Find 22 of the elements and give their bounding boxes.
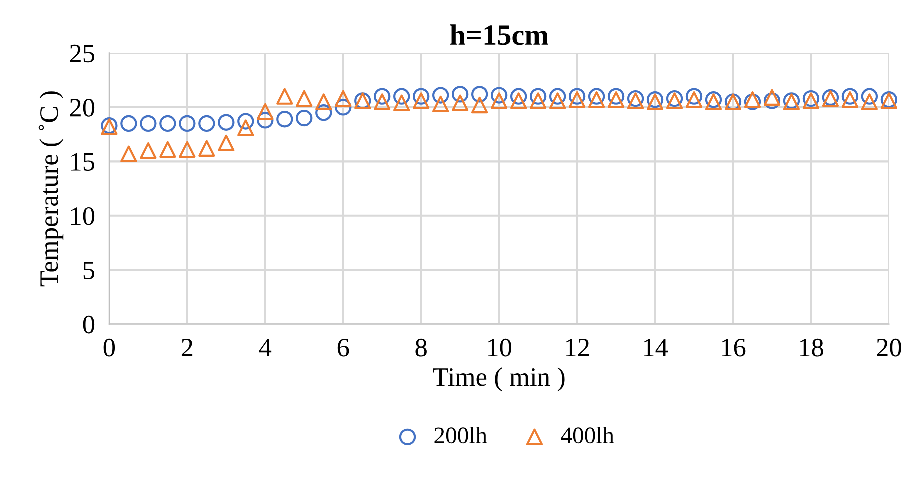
x-tick-label: 10 xyxy=(488,338,512,357)
x-tick-label: 20 xyxy=(877,338,902,357)
y-tick-label: 5 xyxy=(84,262,95,280)
y-tick-label: 25 xyxy=(70,44,95,63)
y-tick-label: 0 xyxy=(83,316,95,334)
x-tick-label: 18 xyxy=(800,338,824,357)
legend-label: 400lh xyxy=(561,426,614,444)
y-tick-label: 15 xyxy=(71,153,95,172)
x-tick-label: 4 xyxy=(259,339,272,356)
x-tick-label: 2 xyxy=(182,339,193,356)
x-tick-label: 8 xyxy=(416,338,427,357)
x-tick-label: 16 xyxy=(722,339,746,357)
x-tick-label: 0 xyxy=(104,338,116,357)
x-tick-label: 6 xyxy=(338,339,350,357)
y-axis-title: Temperature ( ˚C ) xyxy=(38,92,64,287)
x-tick-label: 12 xyxy=(566,339,590,356)
y-tick-label: 10 xyxy=(71,207,95,226)
x-tick-label: 14 xyxy=(644,339,668,356)
y-tick-label: 20 xyxy=(70,99,95,117)
x-axis-title: Time ( min ) xyxy=(433,368,565,392)
chart-title: h=15cm xyxy=(450,24,548,46)
legend-label: 200lh xyxy=(434,426,488,444)
